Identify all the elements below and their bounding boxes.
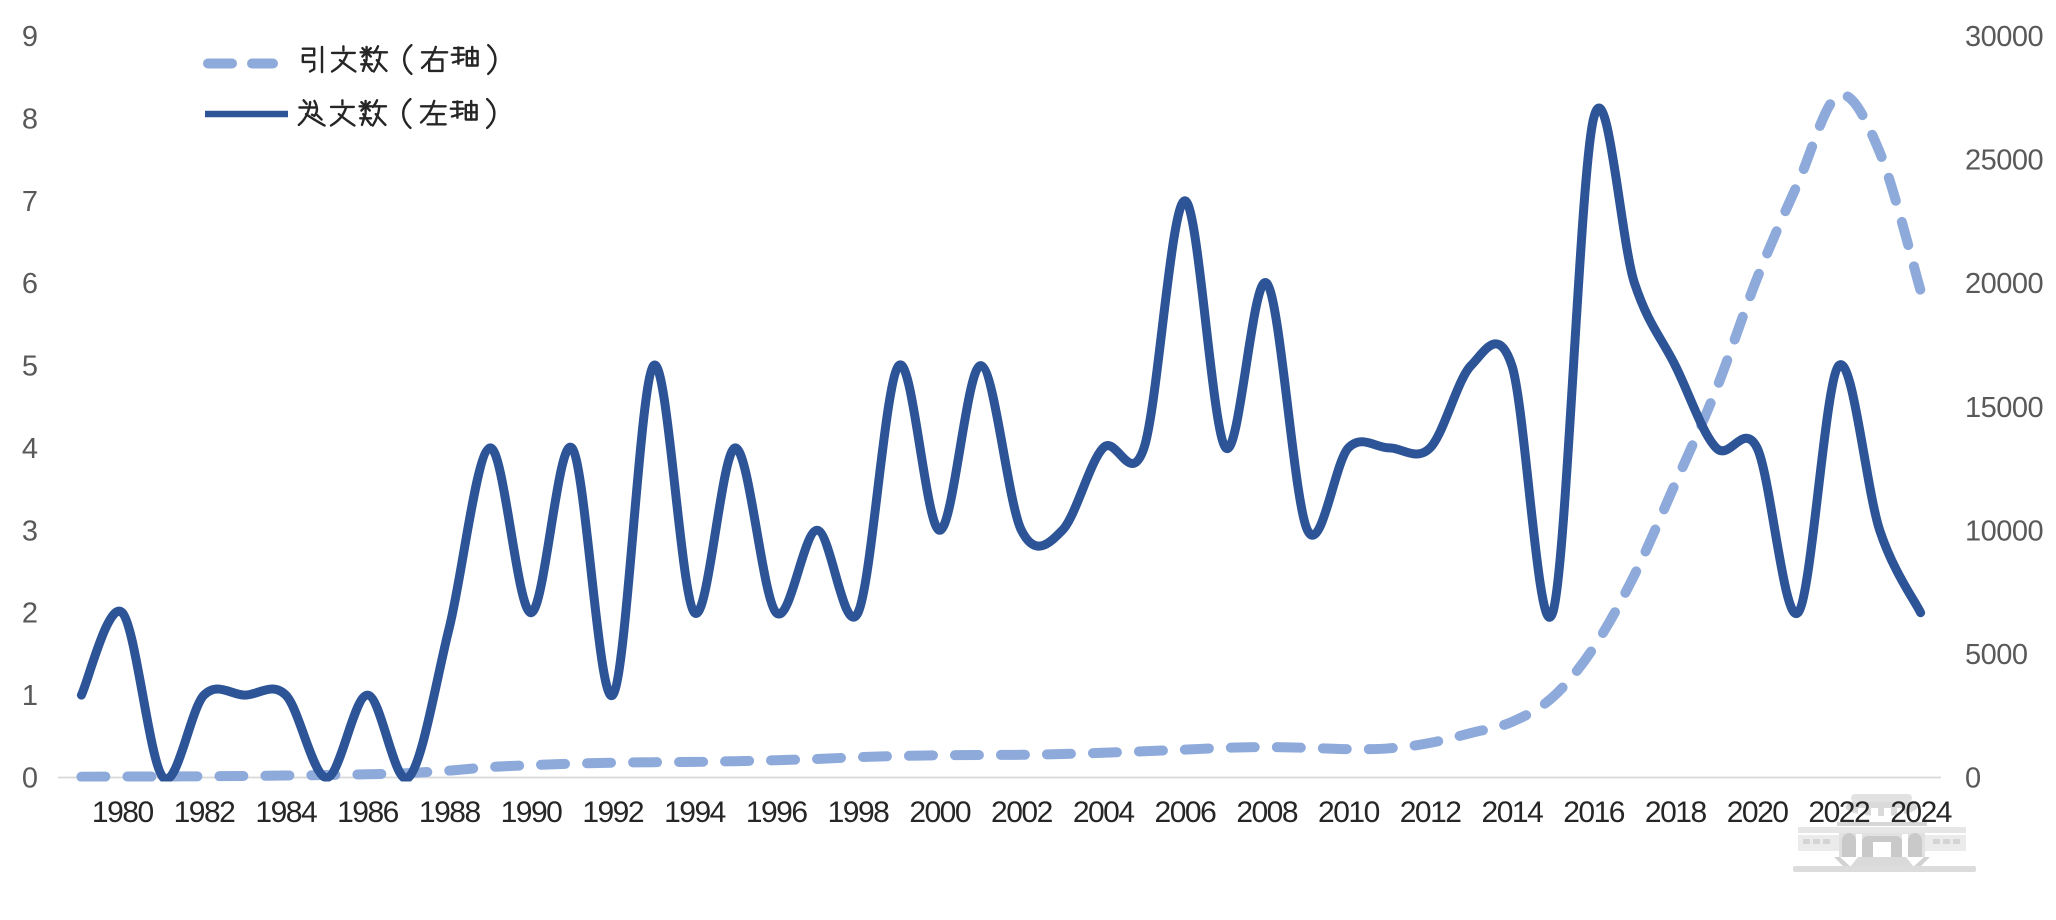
svg-text:2024: 2024 bbox=[1890, 796, 1952, 829]
svg-text:1990: 1990 bbox=[501, 796, 563, 829]
svg-text:1982: 1982 bbox=[174, 796, 236, 829]
svg-text:1988: 1988 bbox=[419, 796, 481, 829]
svg-text:1984: 1984 bbox=[255, 796, 317, 829]
svg-text:1998: 1998 bbox=[828, 796, 890, 829]
svg-text:30000: 30000 bbox=[1965, 21, 2043, 53]
svg-text:2000: 2000 bbox=[909, 796, 971, 829]
svg-text:2002: 2002 bbox=[991, 796, 1053, 829]
svg-text:0: 0 bbox=[22, 763, 38, 795]
svg-text:25000: 25000 bbox=[1965, 145, 2043, 177]
svg-text:2010: 2010 bbox=[1318, 796, 1380, 829]
svg-text:1992: 1992 bbox=[582, 796, 644, 829]
svg-text:8: 8 bbox=[22, 103, 38, 135]
svg-text:2004: 2004 bbox=[1073, 796, 1135, 829]
svg-text:1994: 1994 bbox=[664, 796, 726, 829]
svg-text:20000: 20000 bbox=[1965, 268, 2043, 300]
svg-text:0: 0 bbox=[1965, 763, 1981, 795]
svg-text:3: 3 bbox=[22, 515, 38, 547]
svg-text:7: 7 bbox=[22, 186, 38, 218]
svg-text:9: 9 bbox=[22, 21, 38, 53]
svg-text:1: 1 bbox=[22, 680, 38, 712]
svg-text:2014: 2014 bbox=[1482, 796, 1544, 829]
svg-text:1986: 1986 bbox=[337, 796, 399, 829]
svg-text:4: 4 bbox=[22, 433, 38, 465]
svg-text:5: 5 bbox=[22, 351, 38, 383]
svg-text:6: 6 bbox=[22, 268, 38, 300]
svg-text:2016: 2016 bbox=[1563, 796, 1625, 829]
svg-text:2020: 2020 bbox=[1727, 796, 1789, 829]
svg-text:2018: 2018 bbox=[1645, 796, 1707, 829]
svg-text:2: 2 bbox=[22, 598, 38, 630]
svg-text:2008: 2008 bbox=[1236, 796, 1298, 829]
svg-text:15000: 15000 bbox=[1965, 392, 2043, 424]
svg-text:10000: 10000 bbox=[1965, 515, 2043, 547]
svg-text:2022: 2022 bbox=[1808, 796, 1870, 829]
svg-text:1980: 1980 bbox=[92, 796, 154, 829]
svg-text:1996: 1996 bbox=[746, 796, 808, 829]
svg-text:2006: 2006 bbox=[1155, 796, 1217, 829]
svg-text:5000: 5000 bbox=[1965, 639, 2028, 671]
svg-text:2012: 2012 bbox=[1400, 796, 1462, 829]
